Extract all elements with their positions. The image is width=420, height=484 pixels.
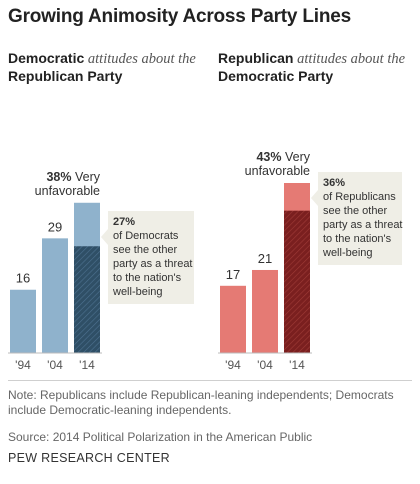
dem-value-label-suffix-2: unfavorable — [35, 184, 100, 198]
source-text: Source: 2014 Political Polarization in t… — [8, 430, 313, 444]
dem-callout-value: 27% — [113, 216, 135, 228]
rep-callout-line-3: to the nation's — [323, 233, 392, 245]
dem-threat-bar-2 — [74, 246, 100, 353]
rep-value-label-2: 43% Very — [256, 150, 310, 164]
rep-value-label-0: 17 — [226, 267, 240, 282]
rep-value-label-1: 21 — [258, 251, 272, 266]
rep-tick-label-1: '04 — [257, 358, 273, 372]
rep-callout-line-4: well-being — [322, 247, 373, 259]
dem-callout-line-4: well-being — [112, 286, 163, 298]
dem-callout-line-0: of Democrats — [113, 230, 179, 242]
dem-callout-line-3: to the nation's — [113, 272, 182, 284]
rep-callout-line-1: see the other — [323, 205, 388, 217]
dem-value-label-2: 38% Very — [46, 170, 100, 184]
dem-tick-label-2: '14 — [79, 358, 95, 372]
right-heading-bold: Republican — [218, 50, 294, 66]
dem-value-label-bold: 38% — [46, 170, 71, 184]
right-heading-italic: attitudes about the — [293, 51, 406, 67]
rep-callout-value: 36% — [323, 177, 345, 189]
rep-bar-1 — [252, 269, 278, 353]
rep-tick-label-0: '94 — [225, 358, 241, 372]
dem-callout-line-1: see the other — [113, 244, 178, 256]
divider — [8, 380, 412, 381]
dem-bar-1 — [42, 238, 68, 353]
left-heading-bold: Democratic — [8, 50, 85, 66]
rep-value-label-suffix: Very — [282, 150, 311, 164]
note-text: Note: Republicans include Republican-lea… — [8, 388, 394, 417]
rep-value-label-suffix-2: unfavorable — [245, 164, 310, 178]
rep-value-label-bold: 43% — [256, 150, 281, 164]
right-panel-heading: Republican attitudes about the Democrati… — [218, 50, 418, 85]
dem-value-label-suffix: Very — [72, 170, 101, 184]
dem-callout-line-2: party as a threat — [113, 258, 193, 270]
chart-title: Growing Animosity Across Party Lines — [8, 6, 351, 27]
dem-tick-label-1: '04 — [47, 358, 63, 372]
rep-callout-line-0: of Republicans — [323, 191, 396, 203]
rep-tick-label-2: '14 — [289, 358, 305, 372]
dem-callout-pointer — [101, 229, 108, 245]
right-heading-bold2: Democratic Party — [218, 68, 334, 84]
dem-value-label-0: 16 — [16, 271, 30, 286]
dem-value-label-1: 29 — [48, 219, 62, 234]
left-heading-bold2: Republican Party — [8, 68, 123, 84]
dem-tick-label-0: '94 — [15, 358, 31, 372]
dem-callout-box — [108, 211, 194, 304]
rep-callout-box — [318, 172, 402, 265]
left-heading-italic: attitudes about the — [84, 51, 196, 67]
rep-threat-bar-2 — [284, 210, 310, 353]
left-panel-heading: Democratic attitudes about the Republica… — [8, 50, 208, 85]
dem-bar-0 — [10, 289, 36, 353]
rep-callout-pointer — [311, 190, 318, 206]
rep-bar-0 — [220, 285, 246, 353]
rep-callout-line-2: party as a threat — [323, 219, 403, 231]
brand-logo-text: PEW RESEARCH CENTER — [8, 451, 170, 465]
